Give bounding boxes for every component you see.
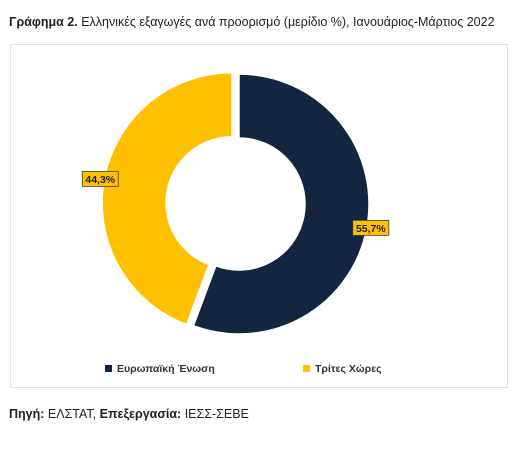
caption-title: Ελληνικές εξαγωγές ανά προορισμό (μερίδι… [77, 15, 495, 29]
donut-slice-1 [192, 73, 370, 335]
chart-frame: 55,7% 44,3% Ευρωπαϊκή Ένωση Τρίτες Χώρες [10, 44, 508, 388]
legend-swatch [105, 365, 112, 372]
legend-label: Τρίτες Χώρες [315, 363, 382, 375]
data-label-2: 44,3% [81, 170, 119, 187]
source-note: Πηγή: ΕΛΣΤΑΤ, Επεξεργασία: ΙΕΣΣ-ΣΕΒΕ [9, 406, 249, 422]
processing-label: Επεξεργασία: [99, 407, 182, 421]
data-label-text: 44,3% [85, 174, 115, 186]
legend-item-1: Ευρωπαϊκή Ένωση [105, 363, 215, 375]
data-label-text: 55,7% [356, 223, 386, 235]
donut-chart: 55,7% 44,3% Ευρωπαϊκή Ένωση Τρίτες Χώρες [81, 72, 390, 375]
caption-number: Γράφημα 2. [9, 15, 78, 29]
data-label-box [81, 170, 119, 187]
chart-legend: Ευρωπαϊκή Ένωση Τρίτες Χώρες [105, 363, 382, 375]
figure-caption: Γράφημα 2. Ελληνικές εξαγωγές ανά προορι… [9, 14, 495, 30]
legend-item-2: Τρίτες Χώρες [303, 363, 382, 375]
data-labels: 55,7% 44,3% [81, 170, 390, 236]
donut-slices [101, 72, 370, 335]
source-value: ΕΛΣΤΑΤ, [44, 407, 100, 421]
legend-label: Ευρωπαϊκή Ένωση [117, 363, 215, 375]
data-label-box [352, 219, 390, 236]
processing-value: ΙΕΣΣ-ΣΕΒΕ [181, 407, 249, 421]
legend-swatch [303, 365, 310, 372]
donut-slice-2 [101, 72, 233, 326]
source-label: Πηγή: [9, 407, 45, 421]
data-label-1: 55,7% [352, 219, 390, 236]
